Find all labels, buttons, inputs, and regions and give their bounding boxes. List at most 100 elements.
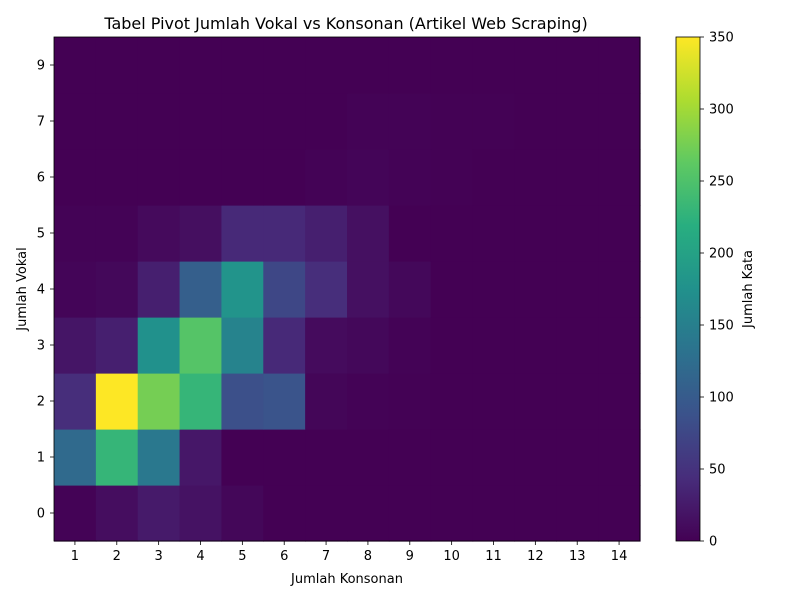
heatmap-cell [95,149,139,206]
heatmap-cell [263,149,306,206]
heatmap-cell [472,205,516,262]
x-tick-label: 9 [406,549,414,564]
heatmap-cell [347,205,390,262]
heatmap-cell [305,93,348,150]
heatmap-cell [95,37,139,94]
heatmap-cell [179,261,223,318]
colorbar-ticks: 0 50 100 150 200 250 300 350 [700,31,734,550]
heatmap-cell [472,261,516,318]
heatmap-cell [137,373,181,430]
heatmap-cell [54,317,97,374]
heatmap-cell [263,429,306,486]
heatmap-cell [388,149,432,206]
heatmap-cell [472,149,516,206]
heatmap-cell [179,485,223,542]
heatmap-cell [514,317,557,374]
heatmap-cell [54,93,97,150]
heatmap-cell [472,37,516,94]
heatmap-cell [263,373,306,430]
y-tick-label: 2 [37,395,45,410]
heatmap-cell [54,485,97,542]
heatmap-cell [430,485,474,542]
heatmap-cell [221,149,264,206]
heatmap-cell [347,93,390,150]
heatmap-cell [598,373,641,430]
heatmap-cell [472,429,516,486]
heatmap-cell [347,429,390,486]
y-tick-label: 5 [37,227,45,242]
heatmap-cell [598,317,641,374]
heatmap-cell [556,37,599,94]
heatmap-cell [598,261,641,318]
heatmap-cell [137,485,181,542]
heatmap-cell [514,37,557,94]
heatmap-cell [430,37,474,94]
heatmap-cell [598,149,641,206]
heatmap-cell [263,485,306,542]
x-tick-label: 14 [611,549,628,564]
x-tick-label: 1 [71,549,79,564]
heatmap-cell [388,317,432,374]
heatmap-cell [430,149,474,206]
x-tick-label: 11 [485,549,502,564]
colorbar-tick-label: 350 [709,31,734,46]
heatmap-cell [556,205,599,262]
heatmap-cell [305,205,348,262]
heatmap-cell [179,373,223,430]
heatmap-cell [221,261,264,318]
heatmap-cell [514,373,557,430]
x-tick-label: 4 [196,549,204,564]
chart-title: Tabel Pivot Jumlah Vokal vs Konsonan (Ar… [103,14,587,33]
heatmap-cell [95,485,139,542]
heatmap-cell [305,149,348,206]
x-tick-label: 3 [155,549,163,564]
heatmap-cell [598,485,641,542]
heatmap-cell [95,317,139,374]
x-tick-label: 6 [280,549,288,564]
heatmap-cell [556,485,599,542]
heatmap-cell [347,261,390,318]
y-tick-label: 0 [37,507,45,522]
heatmap-cell [54,373,97,430]
heatmap-cell [430,317,474,374]
heatmap-cell [347,373,390,430]
heatmap-cell [598,429,641,486]
heatmap-cell [472,373,516,430]
heatmap-cell [514,429,557,486]
heatmap-cell [430,261,474,318]
y-tick-label: 9 [37,59,45,74]
heatmap-cell [263,37,306,94]
heatmap-cell [305,373,348,430]
x-axis-label: Jumlah Konsonan [290,572,403,587]
heatmap-cell [598,93,641,150]
heatmap-cell [388,261,432,318]
heatmap-cell [514,205,557,262]
heatmap-cell [221,37,264,94]
heatmap-cell [137,93,181,150]
heatmap-cell [514,261,557,318]
heatmap-cell [263,317,306,374]
heatmap-cell [263,205,306,262]
heatmap-cell [95,429,139,486]
heatmap-cell [137,37,181,94]
heatmap-cell [472,485,516,542]
heatmap-cell [430,429,474,486]
y-axis-label: Jumlah Vokal [15,247,30,331]
x-axis-ticks: 1 2 3 4 5 6 7 8 9 10 11 12 13 14 [71,541,628,564]
y-tick-label: 3 [37,339,45,354]
heatmap-cell [179,37,223,94]
heatmap-cell [388,205,432,262]
heatmap-cell [430,373,474,430]
heatmap-cell [514,149,557,206]
heatmap-cell [598,205,641,262]
colorbar-tick-label: 200 [709,247,734,262]
heatmap-cell [305,485,348,542]
heatmap-cell [305,37,348,94]
heatmap-cell [221,93,264,150]
heatmap-cell [305,317,348,374]
heatmap-cell [54,37,97,94]
heatmap-cell [137,149,181,206]
heatmap-cell [179,149,223,206]
colorbar-tick-label: 250 [709,175,734,190]
